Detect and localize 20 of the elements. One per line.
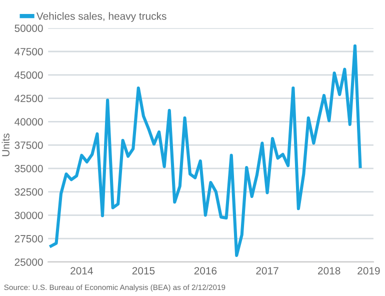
y-tick-label: 45000 <box>14 71 43 79</box>
y-tick-label: 27500 <box>14 235 43 242</box>
x-tick-label: 2017 <box>256 267 278 274</box>
line-series <box>49 44 362 257</box>
y-tick-label: 35000 <box>14 164 43 172</box>
y-tick-label: 37500 <box>14 142 43 149</box>
y-tick-label: 25000 <box>14 258 43 266</box>
x-tick-label: 2016 <box>194 267 217 274</box>
x-tick-label: 2015 <box>132 267 155 274</box>
x-tick-label: 2019 <box>358 267 380 274</box>
legend-label: Vehicles sales, heavy trucks <box>36 12 166 22</box>
x-tick-label: 2014 <box>70 267 93 274</box>
y-axis-title: Units <box>2 134 10 156</box>
y-tick-label: 40000 <box>14 118 43 126</box>
y-tick-label: 30000 <box>14 212 43 220</box>
y-tick-label: 42500 <box>14 94 43 102</box>
y-tick-label: 47500 <box>14 48 43 56</box>
x-tick-label: 2018 <box>318 267 340 274</box>
y-tick-label: 32500 <box>14 188 43 196</box>
y-tick-label: 50000 <box>14 24 43 32</box>
